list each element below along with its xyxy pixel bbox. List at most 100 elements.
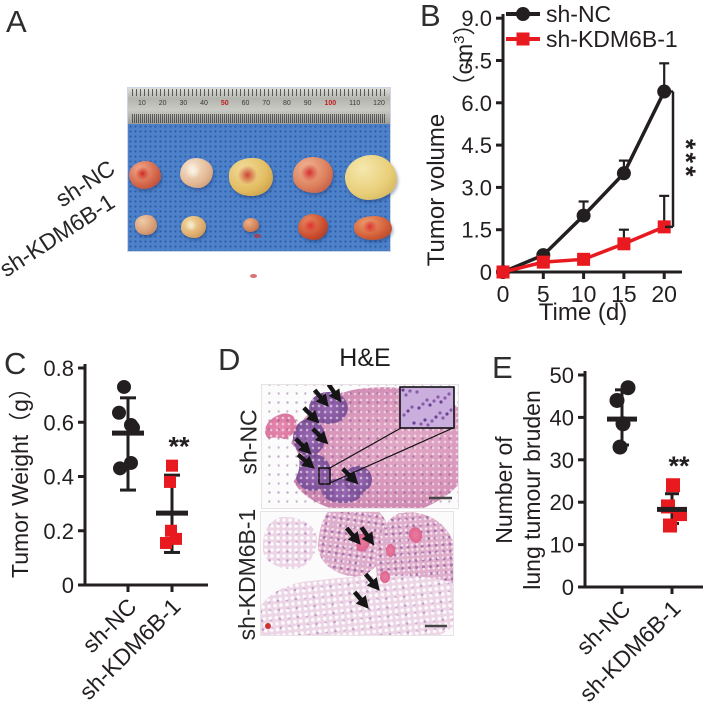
y-tick-label: 40 <box>550 405 574 430</box>
panel-label-a: A <box>6 4 27 39</box>
tumor-spot <box>303 219 318 232</box>
tumor-spot <box>300 164 320 182</box>
mean-bar <box>156 510 188 516</box>
y-tick-label: 4.5 <box>461 133 492 158</box>
annotation-overlay <box>294 385 455 500</box>
x-axis-title: Time (d) <box>539 299 627 326</box>
histology-label-sh-nc: sh-NC <box>235 409 262 475</box>
y-axis-title: Tumor volume <box>423 114 450 266</box>
inset-cell <box>423 418 427 422</box>
ruler-number: 80 <box>283 100 291 107</box>
inset-cell <box>402 413 406 417</box>
tumor-specimen <box>243 218 259 232</box>
tumor-specimen-photo: 10 20 30 40 50 60 70 80 90 100 110 120 <box>128 88 397 278</box>
panel-label-b: B <box>420 0 441 33</box>
ruler-number: 110 <box>349 100 361 107</box>
x-tick-label: 0 <box>497 281 510 307</box>
arrow-tail <box>294 437 306 449</box>
arrow-head <box>355 595 369 609</box>
arrow-tail <box>311 427 323 439</box>
tumor-arrow-icon <box>341 467 359 485</box>
tumor-spot <box>134 166 151 181</box>
annotation-overlay <box>265 526 447 629</box>
tumor-specimen <box>345 154 397 200</box>
arrow-tail <box>296 452 308 464</box>
data-point <box>160 536 172 549</box>
arrow-head <box>305 409 320 424</box>
y-tick-label: 0 <box>562 575 574 600</box>
blood-vessel <box>380 571 390 584</box>
ruler-number: 40 <box>200 100 208 107</box>
y-axis-title: Tumor Weight（g） <box>7 376 33 578</box>
inset-cell <box>430 419 434 423</box>
tumor-arrow-icon <box>352 590 369 609</box>
y-tick-label: 20 <box>550 490 574 515</box>
ruler-ticks <box>132 89 386 96</box>
significance-stars: ** <box>668 451 690 481</box>
tumor-arrow-icon <box>344 526 361 545</box>
data-point <box>617 237 631 251</box>
inset-cell <box>438 411 442 415</box>
ruler-number: 70 <box>262 100 271 107</box>
mean-bar <box>657 506 687 512</box>
y-tick-label: 0 <box>480 260 492 285</box>
y-axis-title: Number of <box>491 436 517 544</box>
arrow-head <box>314 430 329 445</box>
y-tick-label: 0.8 <box>43 356 74 381</box>
data-point <box>616 166 631 181</box>
histology-image-sh-kdm6b-1 <box>261 512 453 635</box>
x-tick-label: 10 <box>571 281 597 307</box>
inset-cell <box>436 395 440 399</box>
significance-stars: *** <box>671 139 701 180</box>
tumor-arrow-icon <box>302 406 320 424</box>
x-tick-label: 20 <box>651 281 677 307</box>
data-point <box>577 252 591 266</box>
y-tick-label: 7.5 <box>461 49 492 74</box>
tumor-arrow-icon <box>296 452 315 469</box>
data-point <box>516 7 530 21</box>
panel-label-e: E <box>492 350 513 385</box>
arrow-tail <box>341 467 353 479</box>
arrow-tail <box>344 526 356 538</box>
x-tick-label: 5 <box>537 281 550 307</box>
data-point <box>612 439 628 455</box>
ruler-number: 10 <box>138 100 146 107</box>
y-tick-label: 0.2 <box>43 519 74 544</box>
y-tick-label: 3.0 <box>461 175 492 200</box>
tumor-specimen <box>354 216 392 240</box>
tumor-spot <box>185 220 197 231</box>
arrow-head <box>315 393 329 407</box>
inset-cell <box>432 399 436 403</box>
data-point <box>657 84 672 99</box>
arrow-head <box>344 470 359 485</box>
ruler-ticks <box>132 114 386 123</box>
arrow-tail <box>352 590 364 602</box>
connector-line <box>327 427 402 470</box>
blood-speckle <box>254 234 261 238</box>
tumor-arrow-icon <box>363 572 380 591</box>
data-point <box>124 455 138 470</box>
inset-cell <box>404 393 408 397</box>
stain-artifact <box>265 623 271 629</box>
y-tick-label: 50 <box>550 363 574 388</box>
roi-box <box>318 467 331 485</box>
inset-cell <box>441 416 445 420</box>
blood-speckle <box>250 274 257 278</box>
inset-cell <box>434 415 438 419</box>
x-tick-label: 15 <box>611 281 637 307</box>
data-point <box>170 532 182 545</box>
y-axis-title: lung tumour bruden <box>519 390 545 589</box>
y-axis-unit: （cm3） <box>451 12 477 97</box>
inset-cell <box>417 406 421 410</box>
ruler-numbers: 10 20 30 40 50 60 70 80 90 100 110 120 <box>138 100 385 107</box>
data-point <box>666 478 680 493</box>
inset-cell <box>415 390 419 394</box>
inset-box <box>399 386 455 429</box>
inset-cell <box>426 423 430 427</box>
inset-cell <box>408 389 412 393</box>
panel-label-c: C <box>4 346 27 381</box>
inset-cell <box>412 421 416 425</box>
inset-cell <box>439 400 443 404</box>
arrow-head <box>297 440 312 455</box>
